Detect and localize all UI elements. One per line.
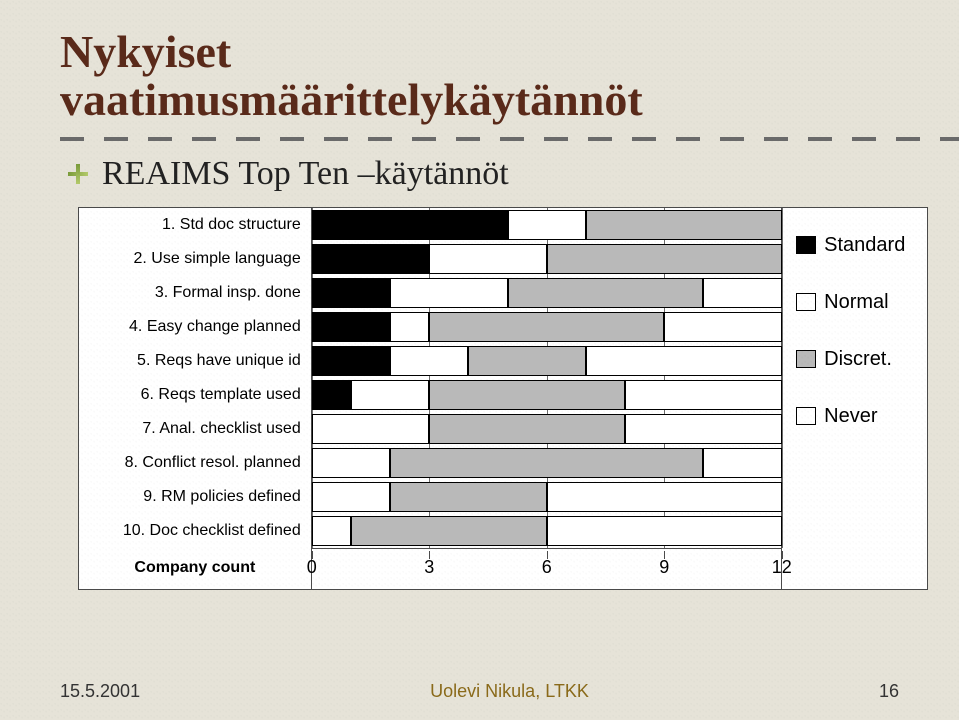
bar-segment (390, 312, 429, 342)
bar-segment (312, 210, 508, 240)
title-divider (60, 135, 923, 137)
bar-segment (429, 380, 625, 410)
divider-dash-row (60, 135, 959, 143)
bar-segment (703, 278, 781, 308)
bar-segment (390, 278, 508, 308)
bar-segment (312, 278, 390, 308)
title-line-1: Nykyiset (60, 26, 231, 77)
row-label: 8. Conflict resol. planned (79, 446, 311, 480)
legend-item: Normal (796, 291, 915, 314)
bar-row (312, 448, 782, 478)
row-label: 4. Easy change planned (79, 310, 311, 344)
bar-segment (312, 516, 351, 546)
slide-title: Nykyiset vaatimusmäärittelykäytännöt (60, 28, 923, 125)
row-label: 10. Doc checklist defined (79, 514, 311, 548)
tick-label: 6 (542, 557, 552, 578)
title-line-2: vaatimusmäärittelykäytännöt (60, 74, 643, 125)
bar-segment (312, 244, 430, 274)
legend-label: Never (824, 405, 877, 428)
x-axis-label: Company count (79, 548, 311, 588)
bar-row (312, 482, 782, 512)
bar-segment (312, 346, 390, 376)
sparkle-icon (68, 164, 88, 184)
bar-row (312, 244, 782, 274)
tick-label: 0 (307, 557, 317, 578)
row-label: 6. Reqs template used (79, 378, 311, 412)
legend-item: Standard (796, 234, 915, 257)
bar-row (312, 414, 782, 444)
bar-row (312, 278, 782, 308)
bar-row (312, 380, 782, 410)
bar-segment (390, 448, 703, 478)
bar-segment (312, 482, 390, 512)
bar-segment (703, 448, 781, 478)
bar-segment (429, 414, 625, 444)
bar-segment (429, 244, 547, 274)
bar-segment (547, 516, 782, 546)
bar-segment (625, 414, 782, 444)
bar-row (312, 312, 782, 342)
bar-row (312, 210, 782, 240)
bar-segment (547, 482, 782, 512)
legend-item: Discret. (796, 348, 915, 371)
chart-row-labels: 1. Std doc structure2. Use simple langua… (79, 208, 311, 589)
footer-author: Uolevi Nikula, LTKK (430, 681, 589, 702)
bar-segment (468, 346, 586, 376)
legend-swatch (796, 236, 816, 254)
bullet-text: REAIMS Top Ten –käytännöt (102, 155, 509, 193)
bar-segment (429, 312, 664, 342)
tick-label: 9 (659, 557, 669, 578)
row-label: 7. Anal. checklist used (79, 412, 311, 446)
bar-segment (312, 312, 390, 342)
bar-segment (586, 210, 782, 240)
bar-row (312, 516, 782, 546)
bar-segment (312, 448, 390, 478)
tick-label: 12 (772, 557, 792, 578)
bar-segment (547, 244, 782, 274)
tick-label: 3 (424, 557, 434, 578)
row-label: 2. Use simple language (79, 242, 311, 276)
legend-label: Normal (824, 291, 888, 314)
bar-segment (351, 516, 547, 546)
chart-legend: Standard Normal Discret. Never (781, 208, 927, 589)
row-label: 9. RM policies defined (79, 480, 311, 514)
row-label: 3. Formal insp. done (79, 276, 311, 310)
bar-segment (508, 210, 586, 240)
bar-segment (625, 380, 782, 410)
bar-segment (312, 414, 430, 444)
bar-segment (390, 346, 468, 376)
slide-footer: 15.5.2001 Uolevi Nikula, LTKK 16 (60, 681, 899, 702)
bar-segment (390, 482, 547, 512)
bar-segment (586, 346, 782, 376)
bar-segment (351, 380, 429, 410)
reaims-chart: 1. Std doc structure2. Use simple langua… (78, 207, 928, 590)
chart-x-axis: 036912 (312, 548, 781, 589)
bullet-point: REAIMS Top Ten –käytännöt (68, 155, 923, 193)
footer-date: 15.5.2001 (60, 681, 140, 702)
bar-row (312, 346, 782, 376)
chart-plot-area: 036912 (311, 208, 781, 589)
legend-label: Discret. (824, 348, 892, 371)
row-label: 1. Std doc structure (79, 208, 311, 242)
bar-segment (508, 278, 704, 308)
legend-item: Never (796, 405, 915, 428)
chart-bars-area (312, 208, 781, 548)
bar-segment (664, 312, 782, 342)
row-label: 5. Reqs have unique id (79, 344, 311, 378)
footer-page: 16 (879, 681, 899, 702)
bar-segment (312, 380, 351, 410)
legend-swatch (796, 407, 816, 425)
legend-swatch (796, 293, 816, 311)
legend-label: Standard (824, 234, 905, 257)
gridline (782, 208, 783, 548)
legend-swatch (796, 350, 816, 368)
